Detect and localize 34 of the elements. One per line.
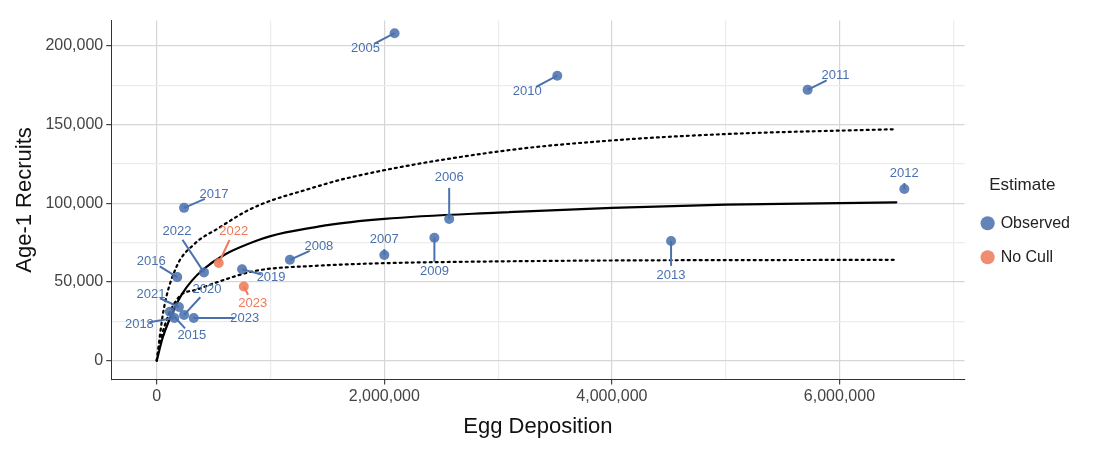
annotation: 2011 [821, 67, 850, 83]
annotation: 2022 [219, 222, 249, 238]
y-tick-label: 0 [94, 350, 104, 368]
x-tick-label: 0 [152, 387, 162, 405]
legend-label: Observed [1000, 213, 1071, 231]
legend-title: Estimate [989, 174, 1056, 194]
annotation: 2022 [162, 222, 192, 238]
x-axis-title: Egg Deposition [463, 412, 613, 438]
annotation: 2008 [304, 238, 334, 254]
annotation: 2015 [177, 327, 207, 343]
x-tick-label: 4,000,000 [576, 387, 648, 405]
annotation: 2013 [656, 267, 686, 283]
y-tick-label: 200,000 [45, 36, 104, 54]
annotation: 2016 [136, 252, 166, 268]
annotation: 2019 [256, 268, 286, 284]
y-axis-title: Age-1 Recruits [11, 127, 37, 273]
annotation: 2007 [369, 230, 399, 246]
annotation: 2009 [419, 263, 449, 279]
annotation: 2017 [199, 186, 229, 202]
y-tick-label: 150,000 [45, 114, 104, 132]
x-tick-label: 2,000,000 [348, 387, 421, 405]
annotation: 2023 [238, 295, 268, 311]
annotation: 2021 [136, 285, 166, 301]
annotation: 2018 [124, 315, 154, 331]
legend-label: No Cull [1000, 247, 1054, 265]
x-tick-label: 6,000,000 [803, 387, 876, 405]
annotation: 2012 [889, 164, 919, 180]
annotation: 2010 [512, 83, 542, 99]
y-tick-label: 100,000 [45, 193, 104, 211]
annotation: 2023 [230, 309, 260, 325]
annotation: 2005 [351, 39, 381, 55]
y-tick-label: 50,000 [54, 272, 104, 290]
annotation: 2006 [434, 169, 464, 185]
annotation: 2020 [192, 281, 222, 297]
